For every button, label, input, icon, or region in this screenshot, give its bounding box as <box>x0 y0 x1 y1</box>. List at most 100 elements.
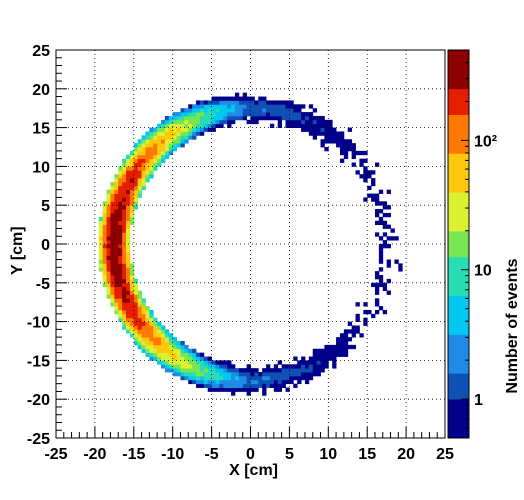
heatmap-cell <box>133 298 139 303</box>
heatmap-cell <box>223 112 228 117</box>
heatmap-cell <box>149 154 154 160</box>
heatmap-cell <box>114 240 119 245</box>
heatmap-cell <box>374 309 380 315</box>
heatmap-cell <box>106 263 111 268</box>
heatmap-cell <box>129 313 135 319</box>
heatmap-cell <box>371 282 376 288</box>
heatmap-cell <box>250 119 255 125</box>
heatmap-cell <box>102 240 107 245</box>
heatmap-cell <box>110 232 115 237</box>
heatmap-cell <box>215 379 220 385</box>
heatmap-cell <box>219 115 224 121</box>
heatmap-cell <box>133 294 139 299</box>
heatmap-cell <box>102 247 107 253</box>
heatmap-cell <box>219 100 224 105</box>
heatmap-cell <box>122 197 127 202</box>
heatmap-cell <box>161 119 166 125</box>
heatmap-cell <box>161 123 166 128</box>
heatmap-cell <box>277 387 283 392</box>
colorbar-band <box>448 153 469 167</box>
heatmap-cell <box>211 115 216 121</box>
heatmap-cell <box>149 162 154 167</box>
heatmap-cell <box>164 115 170 121</box>
heatmap-cell <box>223 100 228 105</box>
heatmap-cell <box>386 278 391 284</box>
heatmap-cell <box>312 364 318 369</box>
heatmap-cell <box>180 375 185 381</box>
heatmap-cell <box>129 267 135 272</box>
heatmap-cell <box>281 100 286 105</box>
heatmap-cell <box>149 337 154 342</box>
heatmap-cell <box>172 115 177 121</box>
heatmap-cell <box>254 372 259 377</box>
heatmap-cell <box>149 139 154 144</box>
heatmap-cell <box>246 100 251 105</box>
heatmap-cell <box>304 119 310 125</box>
heatmap-cell <box>273 372 279 377</box>
heatmap-cell <box>176 135 181 140</box>
colorbar-band <box>448 282 469 297</box>
heatmap-cell <box>207 112 212 117</box>
heatmap-cell <box>126 313 131 319</box>
heatmap-cell <box>367 170 372 175</box>
heatmap-cell <box>285 115 290 121</box>
heatmap-cell <box>122 205 127 210</box>
heatmap-cell <box>126 236 131 241</box>
heatmap-cell <box>238 379 244 385</box>
heatmap-cell <box>180 135 185 140</box>
heatmap-cell <box>254 387 259 392</box>
heatmap-cell <box>269 372 275 377</box>
heatmap-cell <box>149 313 154 319</box>
heatmap-cell <box>122 244 127 249</box>
heatmap-cell <box>359 158 364 163</box>
heatmap-cell <box>246 368 251 373</box>
heatmap-cell <box>363 170 368 175</box>
heatmap-cell <box>188 372 193 377</box>
heatmap-cell <box>164 348 170 354</box>
heatmap-cell <box>262 391 267 396</box>
heatmap-cell <box>285 100 290 105</box>
heatmap-cell <box>133 143 139 148</box>
heatmap-cell <box>180 143 185 148</box>
heatmap-cell <box>161 131 166 136</box>
heatmap-cell <box>102 244 107 249</box>
heatmap-cell <box>336 131 341 136</box>
heatmap-cell <box>129 216 135 222</box>
heatmap-cell <box>188 375 193 381</box>
y-tick-label: 15 <box>32 121 50 138</box>
heatmap-cell <box>126 290 131 295</box>
heatmap-cell <box>106 259 111 264</box>
heatmap-cell <box>227 96 232 101</box>
heatmap-cell <box>180 368 185 373</box>
heatmap-cell <box>168 333 174 338</box>
heatmap-cell <box>203 127 209 132</box>
heatmap-cell <box>133 158 139 163</box>
heatmap-cell <box>203 119 209 125</box>
heatmap-cell <box>367 174 372 179</box>
heatmap-cell <box>153 337 158 342</box>
heatmap-cell <box>161 135 166 140</box>
heatmap-cell <box>324 139 329 144</box>
heatmap-cell <box>386 290 391 295</box>
heatmap-cell <box>359 174 364 179</box>
heatmap-cell <box>312 123 318 128</box>
heatmap-cell <box>312 348 318 354</box>
heatmap-cell <box>242 112 248 117</box>
heatmap-cell <box>351 325 356 330</box>
heatmap-cell <box>137 333 142 338</box>
heatmap-cell <box>141 162 146 167</box>
heatmap-cell <box>320 356 325 361</box>
heatmap-cell <box>137 298 142 303</box>
heatmap-cell <box>203 123 209 128</box>
heatmap-cell <box>234 372 240 377</box>
heatmap-cell <box>161 356 166 361</box>
heatmap-cell <box>304 115 310 121</box>
heatmap-cell <box>273 379 279 385</box>
heatmap-cell <box>316 372 321 377</box>
heatmap-cell <box>145 135 150 140</box>
heatmap-cell <box>227 387 232 392</box>
heatmap-cell <box>168 368 174 373</box>
heatmap-cell <box>180 348 185 354</box>
heatmap-cell <box>273 375 279 381</box>
heatmap-cell <box>110 263 115 268</box>
